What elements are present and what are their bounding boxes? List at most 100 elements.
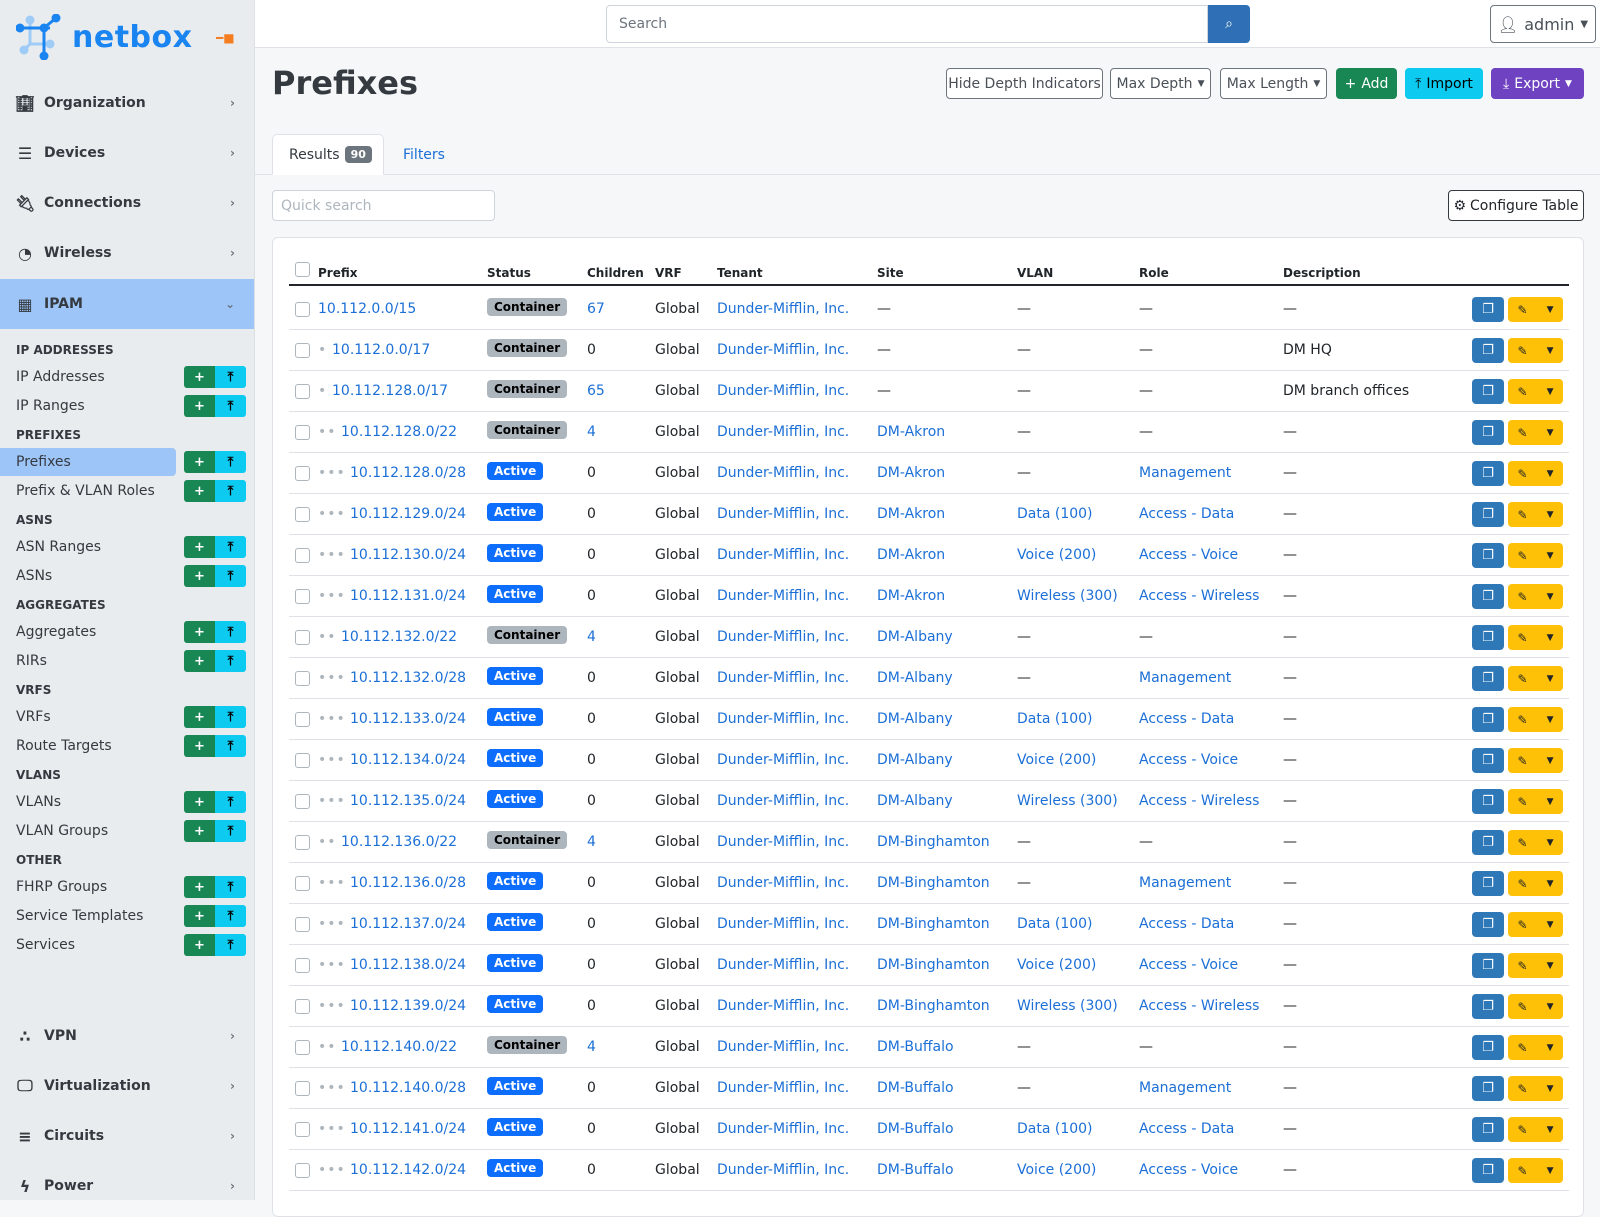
pencil-icon[interactable]: ✎: [1517, 876, 1528, 891]
caret-down-icon[interactable]: ▼: [1546, 796, 1554, 807]
tenant-link[interactable]: Dunder-Mifflin, Inc.: [717, 957, 850, 973]
vlan-link[interactable]: Data (100): [1017, 1121, 1093, 1137]
sidebar-item-vlans[interactable]: VLANs: [16, 794, 62, 810]
tenant-link[interactable]: Dunder-Mifflin, Inc.: [717, 1039, 850, 1055]
vlan-link[interactable]: Voice (200): [1017, 1162, 1097, 1178]
edit-button-group[interactable]: ✎ ▼: [1508, 748, 1563, 773]
column-header-role[interactable]: Role: [1139, 266, 1169, 280]
clone-button[interactable]: ❐: [1472, 584, 1504, 609]
tenant-link[interactable]: Dunder-Mifflin, Inc.: [717, 670, 850, 686]
role-link[interactable]: Access - Voice: [1139, 547, 1239, 563]
role-link[interactable]: Access - Wireless: [1139, 793, 1260, 809]
edit-button-group[interactable]: ✎ ▼: [1508, 707, 1563, 732]
role-link[interactable]: Management: [1139, 875, 1232, 891]
edit-button-group[interactable]: ✎ ▼: [1508, 543, 1563, 568]
site-link[interactable]: DM-Buffalo: [877, 1080, 954, 1096]
search-button[interactable]: ⌕: [1208, 5, 1250, 43]
pencil-icon[interactable]: ✎: [1517, 343, 1528, 358]
caret-down-icon[interactable]: ▼: [1546, 1124, 1554, 1135]
children-count[interactable]: 4: [587, 1039, 596, 1055]
pencil-icon[interactable]: ✎: [1517, 507, 1528, 522]
clone-button[interactable]: ❐: [1472, 871, 1504, 896]
import-icon[interactable]: ⤒: [215, 706, 246, 728]
role-link[interactable]: Management: [1139, 670, 1232, 686]
sidebar-menu-devices[interactable]: ☰︎ Devices ›: [0, 128, 254, 178]
row-checkbox[interactable]: [295, 876, 310, 891]
tenant-link[interactable]: Dunder-Mifflin, Inc.: [717, 1162, 850, 1178]
role-link[interactable]: Access - Wireless: [1139, 998, 1260, 1014]
tenant-link[interactable]: Dunder-Mifflin, Inc.: [717, 424, 850, 440]
sidebar-menu-organization[interactable]: 🏢︎ Organization ›: [0, 78, 254, 128]
vlan-link[interactable]: Data (100): [1017, 711, 1093, 727]
row-checkbox[interactable]: [295, 630, 310, 645]
import-button[interactable]: ⤒ Import: [1405, 68, 1483, 99]
add-icon[interactable]: +: [184, 565, 215, 587]
sidebar-item-prefix-vlan-roles[interactable]: Prefix & VLAN Roles: [16, 483, 155, 499]
edit-button-group[interactable]: ✎ ▼: [1508, 625, 1563, 650]
site-link[interactable]: DM-Binghamton: [877, 916, 990, 932]
sidebar-item-route-targets[interactable]: Route Targets: [16, 738, 112, 754]
add-icon[interactable]: +: [184, 735, 215, 757]
tenant-link[interactable]: Dunder-Mifflin, Inc.: [717, 998, 850, 1014]
prefix-link[interactable]: 10.112.134.0/24: [350, 752, 467, 768]
site-link[interactable]: DM-Buffalo: [877, 1121, 954, 1137]
caret-down-icon[interactable]: ▼: [1546, 1001, 1554, 1012]
pencil-icon[interactable]: ✎: [1517, 958, 1528, 973]
caret-down-icon[interactable]: ▼: [1546, 673, 1554, 684]
clone-button[interactable]: ❐: [1472, 297, 1504, 322]
sidebar-item-asn-ranges[interactable]: ASN Ranges: [16, 539, 102, 555]
add-icon[interactable]: +: [184, 706, 215, 728]
tenant-link[interactable]: Dunder-Mifflin, Inc.: [717, 588, 850, 604]
role-link[interactable]: Access - Data: [1139, 916, 1235, 932]
tenant-link[interactable]: Dunder-Mifflin, Inc.: [717, 793, 850, 809]
edit-button-group[interactable]: ✎ ▼: [1508, 420, 1563, 445]
pencil-icon[interactable]: ✎: [1517, 753, 1528, 768]
role-link[interactable]: Access - Voice: [1139, 752, 1239, 768]
add-icon[interactable]: +: [184, 650, 215, 672]
pencil-icon[interactable]: ✎: [1517, 1040, 1528, 1055]
user-menu-button[interactable]: 👤︎ admin ▼: [1490, 5, 1596, 43]
children-count[interactable]: 65: [587, 383, 605, 399]
import-icon[interactable]: ⤒: [215, 621, 246, 643]
prefix-link[interactable]: 10.112.142.0/24: [350, 1162, 467, 1178]
row-checkbox[interactable]: [295, 1081, 310, 1096]
add-icon[interactable]: +: [184, 905, 215, 927]
edit-button-group[interactable]: ✎ ▼: [1508, 1117, 1563, 1142]
pin-icon[interactable]: ━■: [216, 31, 235, 45]
column-header-prefix[interactable]: Prefix: [318, 266, 358, 280]
pencil-icon[interactable]: ✎: [1517, 466, 1528, 481]
column-header-description[interactable]: Description: [1283, 266, 1361, 280]
pencil-icon[interactable]: ✎: [1517, 1122, 1528, 1137]
clone-button[interactable]: ❐: [1472, 994, 1504, 1019]
vlan-link[interactable]: Voice (200): [1017, 957, 1097, 973]
add-icon[interactable]: +: [184, 791, 215, 813]
vlan-link[interactable]: Wireless (300): [1017, 588, 1118, 604]
sidebar-item-fhrp-groups[interactable]: FHRP Groups: [16, 879, 108, 895]
tenant-link[interactable]: Dunder-Mifflin, Inc.: [717, 342, 850, 358]
row-checkbox[interactable]: [295, 958, 310, 973]
sidebar-menu-vpn[interactable]: ∴︎ VPN ›: [0, 1011, 254, 1061]
add-icon[interactable]: +: [184, 536, 215, 558]
pencil-icon[interactable]: ✎: [1517, 302, 1528, 317]
clone-button[interactable]: ❐: [1472, 1076, 1504, 1101]
site-link[interactable]: DM-Albany: [877, 793, 953, 809]
tenant-link[interactable]: Dunder-Mifflin, Inc.: [717, 1080, 850, 1096]
import-icon[interactable]: ⤒: [215, 366, 246, 388]
caret-down-icon[interactable]: ▼: [1546, 1042, 1554, 1053]
sidebar-item-aggregates[interactable]: Aggregates: [16, 624, 97, 640]
site-link[interactable]: DM-Binghamton: [877, 998, 990, 1014]
caret-down-icon[interactable]: ▼: [1546, 837, 1554, 848]
row-checkbox[interactable]: [295, 712, 310, 727]
add-icon[interactable]: +: [184, 820, 215, 842]
prefix-link[interactable]: 10.112.136.0/22: [341, 834, 458, 850]
vlan-link[interactable]: Wireless (300): [1017, 998, 1118, 1014]
prefix-link[interactable]: 10.112.132.0/28: [350, 670, 467, 686]
sidebar-item-service-templates[interactable]: Service Templates: [16, 908, 144, 924]
row-checkbox[interactable]: [295, 343, 310, 358]
tenant-link[interactable]: Dunder-Mifflin, Inc.: [717, 465, 850, 481]
role-link[interactable]: Access - Data: [1139, 711, 1235, 727]
column-header-tenant[interactable]: Tenant: [717, 266, 763, 280]
site-link[interactable]: DM-Akron: [877, 506, 946, 522]
caret-down-icon[interactable]: ▼: [1546, 509, 1554, 520]
prefix-link[interactable]: 10.112.131.0/24: [350, 588, 467, 604]
